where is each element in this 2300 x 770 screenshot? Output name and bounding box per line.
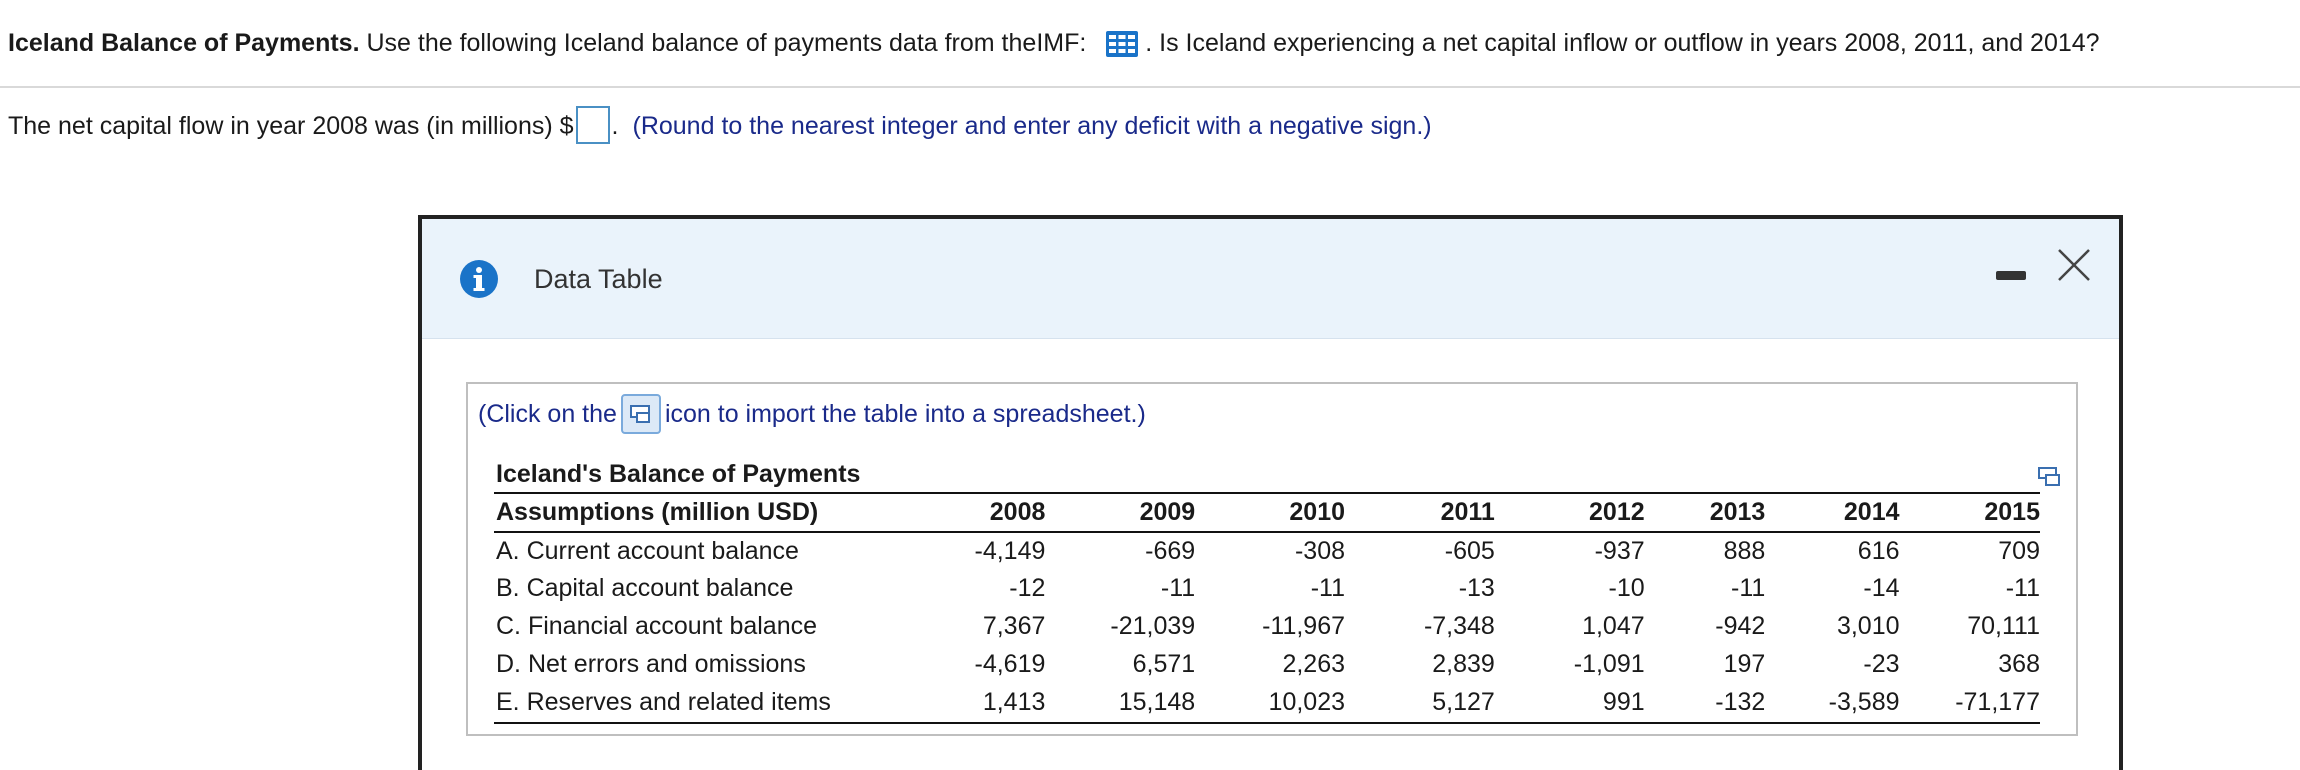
column-header-year: 2009 <box>1139 498 1196 526</box>
table-cell: -3,589 <box>1828 687 1900 716</box>
answer-suffix: . <box>611 112 619 140</box>
answer-line: The net capital flow in year 2008 was (i… <box>8 106 1432 144</box>
table-row: E. Reserves and related items 1,413 15,1… <box>494 683 2040 721</box>
table-cell: -605 <box>1444 536 1495 565</box>
row-label: D. Net errors and omissions <box>496 649 806 678</box>
table-cell: -132 <box>1715 687 1766 716</box>
table-cell: 3,010 <box>1836 611 1900 640</box>
dialog-title: Data Table <box>534 264 663 294</box>
net-capital-flow-input[interactable] <box>575 106 610 144</box>
table-cell: 991 <box>1602 687 1645 716</box>
table-cell: -669 <box>1145 536 1196 565</box>
table-cell: 15,148 <box>1118 687 1196 716</box>
table-header-rule <box>494 531 2040 533</box>
column-header-year: 2014 <box>1843 498 1900 526</box>
table-cell: -23 <box>1863 649 1900 678</box>
table-cell: 10,023 <box>1268 687 1346 716</box>
answer-prefix: The net capital flow in year 2008 was (i… <box>8 112 574 140</box>
table-row: A. Current account balance -4,149 -669 -… <box>494 531 2040 569</box>
table-cell: -14 <box>1863 573 1900 602</box>
table-cell: 1,413 <box>982 687 1046 716</box>
table-row: D. Net errors and omissions -4,619 6,571… <box>494 645 2040 683</box>
row-label: C. Financial account balance <box>496 611 818 640</box>
import-spreadsheet-icon[interactable] <box>620 394 661 434</box>
table-cell: -4,619 <box>974 649 1046 678</box>
table-cell: 7,367 <box>982 611 1046 640</box>
table-row: C. Financial account balance 7,367 -21,0… <box>494 607 2040 645</box>
table-cell: 2,839 <box>1432 649 1495 678</box>
row-label: B. Capital account balance <box>496 573 794 602</box>
column-header-label: Assumptions (million USD) <box>496 498 819 526</box>
column-header-year: 2013 <box>1709 498 1766 526</box>
table-cell: 368 <box>1998 649 2040 678</box>
spreadsheet-grid-icon[interactable] <box>1105 30 1139 58</box>
table-cell: -13 <box>1458 573 1495 602</box>
table-cell: -12 <box>1009 573 1046 602</box>
question-text: Iceland Balance of Payments. Use the fol… <box>8 28 2100 58</box>
row-label: E. Reserves and related items <box>496 687 831 716</box>
table-cell: 197 <box>1723 649 1766 678</box>
column-header-year: 2012 <box>1589 498 1645 526</box>
info-icon <box>460 260 498 298</box>
question-text-before: Use the following Iceland balance of pay… <box>359 29 1094 57</box>
table-cell: 709 <box>1998 536 2040 565</box>
table-cell: -11 <box>1731 573 1766 602</box>
table-cell: 2,263 <box>1282 649 1346 678</box>
table-cell: 888 <box>1723 536 1766 565</box>
column-header-year: 2008 <box>989 498 1046 526</box>
import-text-before: (Click on the <box>478 400 617 428</box>
table-cell: -11 <box>1160 573 1196 602</box>
table-cell: -11 <box>2005 573 2040 602</box>
table-cell: 70,111 <box>1967 611 2040 640</box>
table-title: Iceland's Balance of Payments <box>496 460 861 488</box>
table-top-rule <box>494 492 2040 494</box>
divider <box>0 86 2300 88</box>
table-cell: 5,127 <box>1432 687 1495 716</box>
balance-of-payments-table: Assumptions (million USD) 2008 2009 2010… <box>494 494 2040 721</box>
table-cell: -21,039 <box>1110 611 1196 640</box>
table-panel: (Click on the icon to import the table in… <box>466 382 2078 736</box>
table-cell: -942 <box>1715 611 1766 640</box>
close-icon[interactable] <box>2056 247 2092 283</box>
row-label: A. Current account balance <box>496 536 799 565</box>
table-cell: -7,348 <box>1423 611 1495 640</box>
table-cell: -11 <box>1310 573 1346 602</box>
data-table-dialog: Data Table (Click on the icon to import t… <box>418 215 2123 770</box>
question-text-after: . Is Iceland experiencing a net capital … <box>1145 29 2100 57</box>
import-instructions: (Click on the icon to import the table in… <box>478 394 1146 434</box>
import-text-after: icon to import the table into a spreadsh… <box>664 400 1146 428</box>
table-cell: -11,967 <box>1262 611 1346 640</box>
table-cell: 1,047 <box>1582 611 1645 640</box>
question-title: Iceland Balance of Payments. <box>8 29 360 57</box>
table-cell: -4,149 <box>974 536 1046 565</box>
column-header-year: 2015 <box>1984 498 2040 526</box>
table-cell: -308 <box>1294 536 1346 565</box>
table-header-row: Assumptions (million USD) 2008 2009 2010… <box>494 494 2040 531</box>
rounding-hint: (Round to the nearest integer and enter … <box>632 112 1432 140</box>
table-cell: -937 <box>1594 536 1645 565</box>
import-spreadsheet-small-icon[interactable] <box>2037 465 2063 489</box>
column-header-year: 2010 <box>1289 498 1346 526</box>
table-cell: 6,571 <box>1132 649 1196 678</box>
table-cell: -1,091 <box>1573 649 1645 678</box>
dialog-header: Data Table <box>422 219 2119 339</box>
table-row: B. Capital account balance -12 -11 -11 -… <box>494 569 2040 607</box>
table-bottom-rule <box>494 722 2040 724</box>
table-cell: 616 <box>1857 536 1900 565</box>
minimize-icon[interactable] <box>1996 271 2026 280</box>
table-cell: -10 <box>1608 573 1645 602</box>
table-cell: -71,177 <box>1955 687 2040 716</box>
column-header-year: 2011 <box>1440 498 1495 526</box>
